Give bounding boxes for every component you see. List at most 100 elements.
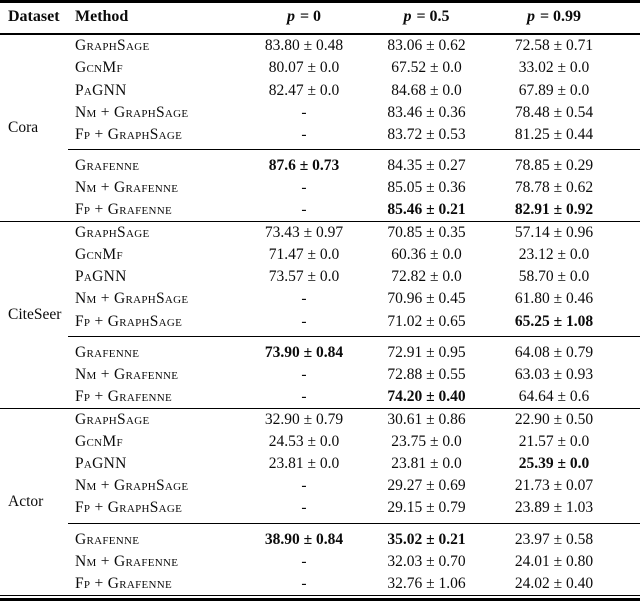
value-cell: 72.91 ± 0.95: [363, 336, 490, 364]
value-cell: 84.35 ± 0.27: [363, 149, 490, 177]
value-cell: 23.89 ± 1.03: [514, 499, 594, 517]
table-row: Nm + Grafenne - 85.05 ± 0.36 78.78 ± 0.62: [0, 177, 640, 199]
dataset-label: Cora: [0, 33, 68, 222]
value-cell: 21.73 ± 0.07: [514, 477, 594, 495]
value-cell: 80.07 ± 0.0: [268, 59, 340, 77]
value-cell: 83.80 ± 0.48: [245, 33, 363, 58]
p-symbol: p: [526, 8, 535, 25]
method-label: Nm + Grafenne: [75, 365, 179, 383]
table-row: Fp + Grafenne -32.76 ± 1.06 24.02 ± 0.40: [0, 572, 640, 596]
value-cell: 23.12 ± 0.0: [518, 246, 590, 264]
value-cell: 29.15 ± 0.79: [387, 499, 466, 517]
table-row: Nm + GraphSage - 70.96 ± 0.45 61.80 ± 0.46: [0, 288, 640, 310]
p-value: = 0: [299, 8, 322, 25]
method-label: Fp + GraphSage: [75, 312, 183, 330]
value-cell: 83.46 ± 0.36: [387, 103, 466, 121]
value-cell: 73.43 ± 0.97: [245, 220, 363, 244]
method-label: Nm + Grafenne: [75, 552, 179, 570]
table-row: Nm + Grafenne - 32.03 ± 0.70 24.01 ± 0.80: [0, 550, 640, 572]
value-cell: -: [301, 125, 307, 143]
value-cell: 71.02 ± 0.65: [387, 312, 466, 330]
value-cell: 85.46 ± 0.21: [387, 201, 466, 219]
col-header-p05: p = 0.5: [363, 3, 490, 35]
value-cell: 78.78 ± 0.62: [514, 179, 594, 197]
value-cell: 73.57 ± 0.0: [268, 268, 340, 286]
value-cell: 78.48 ± 0.54: [514, 103, 594, 121]
value-cell: -: [301, 312, 307, 330]
value-cell: 30.61 ± 0.86: [363, 407, 490, 431]
value-cell: 60.36 ± 0.0: [391, 246, 462, 264]
table-row: PaGNN 73.57 ± 0.0 72.82 ± 0.0 58.70 ± 0.0: [0, 266, 640, 288]
table-row: Fp + Grafenne - 85.46 ± 0.21 82.91 ± 0.92: [0, 199, 640, 222]
method-label: GcnMf: [75, 433, 123, 451]
table-row: Fp + GraphSage - 29.15 ± 0.79 23.89 ± 1.03: [0, 497, 640, 524]
header-row: Dataset Method p = 0 p = 0.5 p = 0.99: [0, 3, 640, 35]
value-cell: 78.85 ± 0.29: [490, 149, 640, 177]
value-cell: 67.89 ± 0.0: [518, 81, 590, 99]
value-cell: 82.47 ± 0.0: [268, 81, 340, 99]
value-cell: -: [301, 179, 307, 197]
value-cell: 38.90 ± 0.84: [245, 523, 363, 551]
value-cell: -: [245, 572, 363, 596]
table-row: Fp + Grafenne - 74.20 ± 0.40 64.64 ± 0.6: [0, 386, 640, 409]
value-cell: -: [301, 103, 307, 121]
value-cell: 61.80 ± 0.46: [514, 290, 594, 308]
value-cell: 23.81 ± 0.0: [268, 455, 340, 473]
value-cell: 29.27 ± 0.69: [387, 477, 466, 495]
p-value: = 0.99: [539, 8, 582, 25]
value-cell: 82.91 ± 0.92: [514, 201, 594, 219]
col-header-dataset: Dataset: [0, 3, 68, 35]
value-cell: 32.90 ± 0.79: [245, 407, 363, 431]
table-row: Cora GraphSage 83.80 ± 0.48 83.06 ± 0.62 72.…: [0, 33, 640, 222]
value-cell: 65.25 ± 1.08: [514, 312, 594, 330]
p-value: = 0.5: [416, 8, 450, 25]
table-row: CiteSeer GraphSage 73.43 ± 0.97 70.85 ± 0.3…: [0, 220, 640, 409]
results-table-grid: Dataset Method p = 0 p = 0.5 p = 0.99 Cora G…: [0, 3, 640, 596]
value-cell: 32.03 ± 0.70: [387, 552, 466, 570]
table-row: Nm + Grafenne - 72.88 ± 0.55 63.03 ± 0.93: [0, 364, 640, 386]
method-label: PaGNN: [75, 81, 127, 99]
value-cell: 71.47 ± 0.0: [268, 246, 340, 264]
table-row: PaGNN 82.47 ± 0.0 84.68 ± 0.0 67.89 ± 0.0: [0, 79, 640, 101]
value-cell: 70.96 ± 0.45: [387, 290, 466, 308]
method-label: GraphSage: [68, 220, 245, 244]
dataset-label: Actor: [0, 407, 68, 596]
table-row: Grafenne 38.90 ± 0.84 35.02 ± 0.21 23.97 ± …: [0, 523, 640, 551]
value-cell: 58.70 ± 0.0: [518, 268, 590, 286]
method-label: GraphSage: [68, 33, 245, 58]
value-cell: 67.52 ± 0.0: [391, 59, 462, 77]
method-label: GraphSage: [68, 407, 245, 431]
value-cell: 21.57 ± 0.0: [518, 433, 590, 451]
p-symbol: p: [403, 8, 412, 25]
value-cell: 23.81 ± 0.0: [391, 455, 462, 473]
value-cell: 23.75 ± 0.0: [391, 433, 462, 451]
value-cell: 64.08 ± 0.79: [490, 336, 640, 364]
value-cell: 83.72 ± 0.53: [387, 125, 466, 143]
value-cell: 64.64 ± 0.6: [518, 387, 590, 405]
col-header-method: Method: [68, 3, 245, 35]
value-cell: -: [301, 552, 307, 570]
method-label: Fp + GraphSage: [75, 125, 183, 143]
table-row: Nm + GraphSage - 29.27 ± 0.69 21.73 ± 0.07: [0, 475, 640, 497]
table-row: GcnMf 80.07 ± 0.0 67.52 ± 0.0 33.02 ± 0.0: [0, 57, 640, 79]
value-cell: -: [301, 499, 307, 517]
value-cell: 57.14 ± 0.96: [490, 220, 640, 244]
method-label: Grafenne: [68, 336, 245, 364]
value-cell: 24.02 ± 0.40: [490, 572, 640, 596]
value-cell: 70.85 ± 0.35: [363, 220, 490, 244]
table-row: Actor GraphSage 32.90 ± 0.79 30.61 ± 0.86 22…: [0, 407, 640, 596]
value-cell: 72.88 ± 0.55: [387, 365, 466, 383]
value-cell: 84.68 ± 0.0: [391, 81, 462, 99]
method-label: Nm + GraphSage: [75, 477, 189, 495]
value-cell: 72.58 ± 0.71: [490, 33, 640, 58]
value-cell: 35.02 ± 0.21: [363, 523, 490, 551]
table-row: PaGNN 23.81 ± 0.0 23.81 ± 0.0 25.39 ± 0.0: [0, 453, 640, 475]
method-label: GcnMf: [75, 246, 123, 264]
method-label: Fp + Grafenne: [75, 201, 173, 219]
value-cell: 72.82 ± 0.0: [391, 268, 462, 286]
table-row: Nm + GraphSage - 83.46 ± 0.36 78.48 ± 0.54: [0, 101, 640, 123]
method-label: PaGNN: [75, 455, 127, 473]
method-label: Grafenne: [68, 149, 245, 177]
method-label: Grafenne: [68, 523, 245, 551]
